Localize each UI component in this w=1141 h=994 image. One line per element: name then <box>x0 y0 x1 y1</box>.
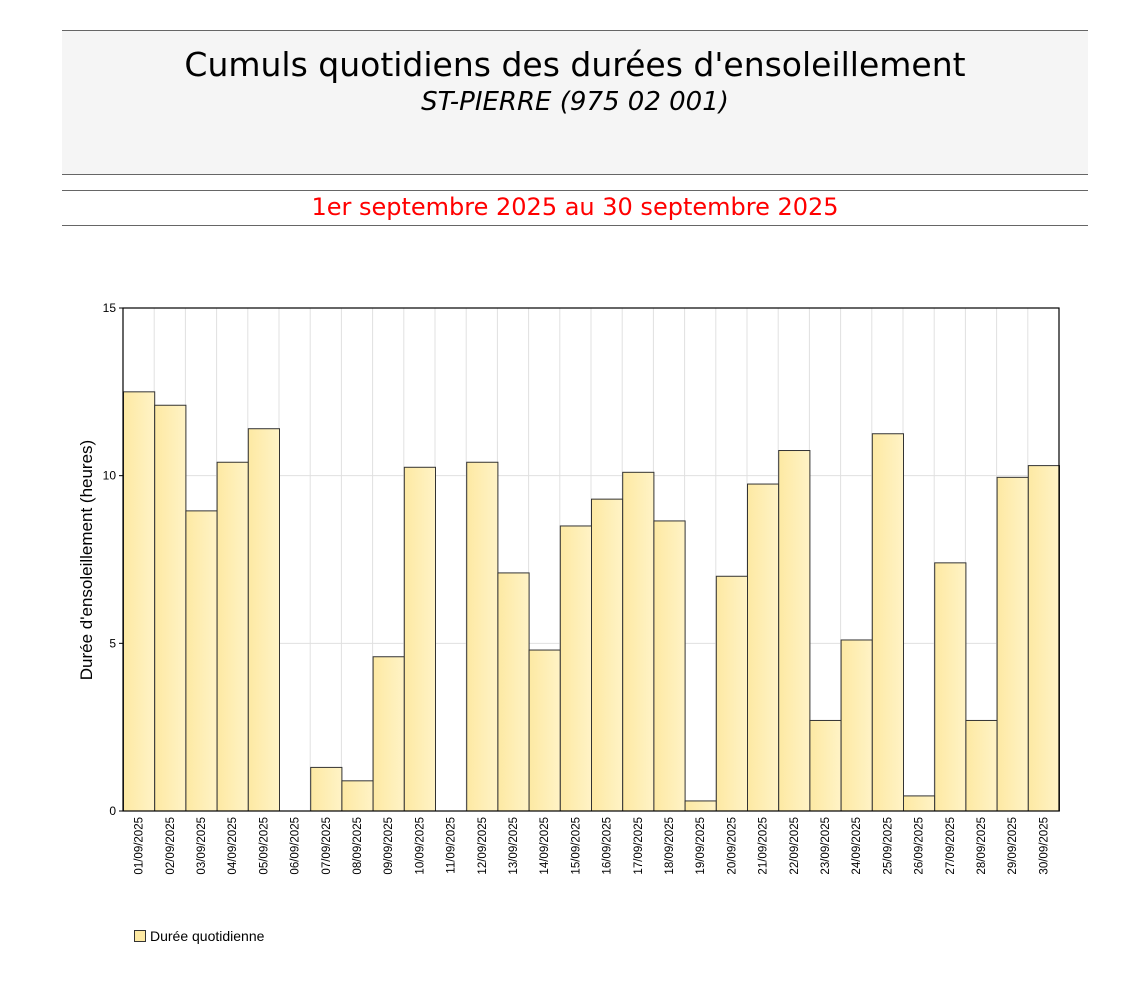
period-label: 1er septembre 2025 au 30 septembre 2025 <box>311 193 839 221</box>
x-tick-label: 17/09/2025 <box>633 817 645 875</box>
bar-24/09/2025 <box>840 639 873 812</box>
x-tick-label: 13/09/2025 <box>508 817 520 875</box>
bar-02/09/2025 <box>154 404 187 812</box>
x-tick-label: 03/09/2025 <box>196 817 208 875</box>
bar-13/09/2025 <box>497 572 530 812</box>
x-tick-label: 05/09/2025 <box>258 817 270 875</box>
x-tick-label: 21/09/2025 <box>758 817 770 875</box>
plot-frame <box>122 307 1060 812</box>
x-tick-label: 10/09/2025 <box>414 817 426 875</box>
bar-15/09/2025 <box>559 525 592 812</box>
bar-series <box>123 391 1061 812</box>
bar-10/09/2025 <box>403 466 436 812</box>
bar-12/09/2025 <box>466 461 499 812</box>
axes <box>119 307 1060 812</box>
x-tick-label: 20/09/2025 <box>726 817 738 875</box>
chart-header: Cumuls quotidiens des durées d'ensoleill… <box>62 30 1088 175</box>
x-tick-label: 04/09/2025 <box>227 817 239 875</box>
x-tick-label: 12/09/2025 <box>477 817 489 875</box>
x-tick-label: 11/09/2025 <box>446 817 458 874</box>
legend-swatch-icon <box>134 930 146 942</box>
bar-19/09/2025 <box>684 800 717 812</box>
station-subtitle: ST-PIERRE (975 02 001) <box>421 87 729 117</box>
y-tick-label: 0 <box>109 804 116 818</box>
x-axis-tick-labels: 01/09/2025 02/09/2025 03/09/2025 04/09/2025… <box>134 817 1051 875</box>
x-tick-label: 06/09/2025 <box>290 817 302 875</box>
bar-08/09/2025 <box>341 780 374 812</box>
y-tick-label: 10 <box>103 469 117 483</box>
bar-04/09/2025 <box>216 461 249 812</box>
x-tick-label: 09/09/2025 <box>383 817 395 875</box>
x-tick-label: 24/09/2025 <box>851 817 863 875</box>
bar-22/09/2025 <box>778 450 811 812</box>
bar-14/09/2025 <box>528 649 561 812</box>
bar-01/09/2025 <box>123 391 156 812</box>
bar-29/09/2025 <box>996 476 1029 812</box>
x-tick-label: 25/09/2025 <box>882 817 894 875</box>
bar-05/09/2025 <box>247 428 281 812</box>
x-tick-label: 28/09/2025 <box>976 817 988 875</box>
bar-27/09/2025 <box>934 562 967 812</box>
x-tick-label: 07/09/2025 <box>321 817 333 875</box>
x-tick-label: 01/09/2025 <box>134 817 146 875</box>
bar-09/09/2025 <box>372 656 405 812</box>
period-banner: 1er septembre 2025 au 30 septembre 2025 <box>62 190 1088 226</box>
x-tick-label: 23/09/2025 <box>820 817 832 875</box>
bar-18/09/2025 <box>653 520 686 812</box>
x-tick-label: 26/09/2025 <box>914 817 926 875</box>
bar-21/09/2025 <box>747 483 780 812</box>
bar-23/09/2025 <box>809 719 842 812</box>
x-tick-label: 08/09/2025 <box>352 817 364 875</box>
x-tick-label: 22/09/2025 <box>789 817 801 875</box>
bar-17/09/2025 <box>622 471 655 812</box>
bar-28/09/2025 <box>965 719 998 812</box>
bar-30/09/2025 <box>1027 465 1061 812</box>
x-tick-label: 19/09/2025 <box>695 817 707 875</box>
x-tick-label: 27/09/2025 <box>945 817 957 875</box>
x-tick-label: 16/09/2025 <box>602 817 614 875</box>
y-axis-title: Durée d'ensoleillement (heures) <box>77 440 96 680</box>
x-tick-label: 18/09/2025 <box>664 817 676 875</box>
legend: Durée quotidienne <box>134 928 264 944</box>
y-tick-label: 5 <box>109 636 116 650</box>
x-tick-label: 15/09/2025 <box>570 817 582 875</box>
bar-07/09/2025 <box>310 766 343 812</box>
y-tick-label: 15 <box>103 301 117 315</box>
bar-03/09/2025 <box>185 510 218 812</box>
x-tick-label: 14/09/2025 <box>539 817 551 875</box>
x-tick-label: 02/09/2025 <box>165 817 177 875</box>
y-axis-tick-labels: 0 5 10 15 <box>103 301 117 818</box>
bar-16/09/2025 <box>591 498 624 812</box>
bar-20/09/2025 <box>715 575 748 812</box>
bar-26/09/2025 <box>903 795 936 812</box>
legend-label: Durée quotidienne <box>150 928 265 944</box>
chart-title: Cumuls quotidiens des durées d'ensoleill… <box>184 45 966 84</box>
x-tick-label: 29/09/2025 <box>1007 817 1019 875</box>
bar-25/09/2025 <box>871 433 904 812</box>
x-tick-label: 30/09/2025 <box>1038 817 1050 875</box>
